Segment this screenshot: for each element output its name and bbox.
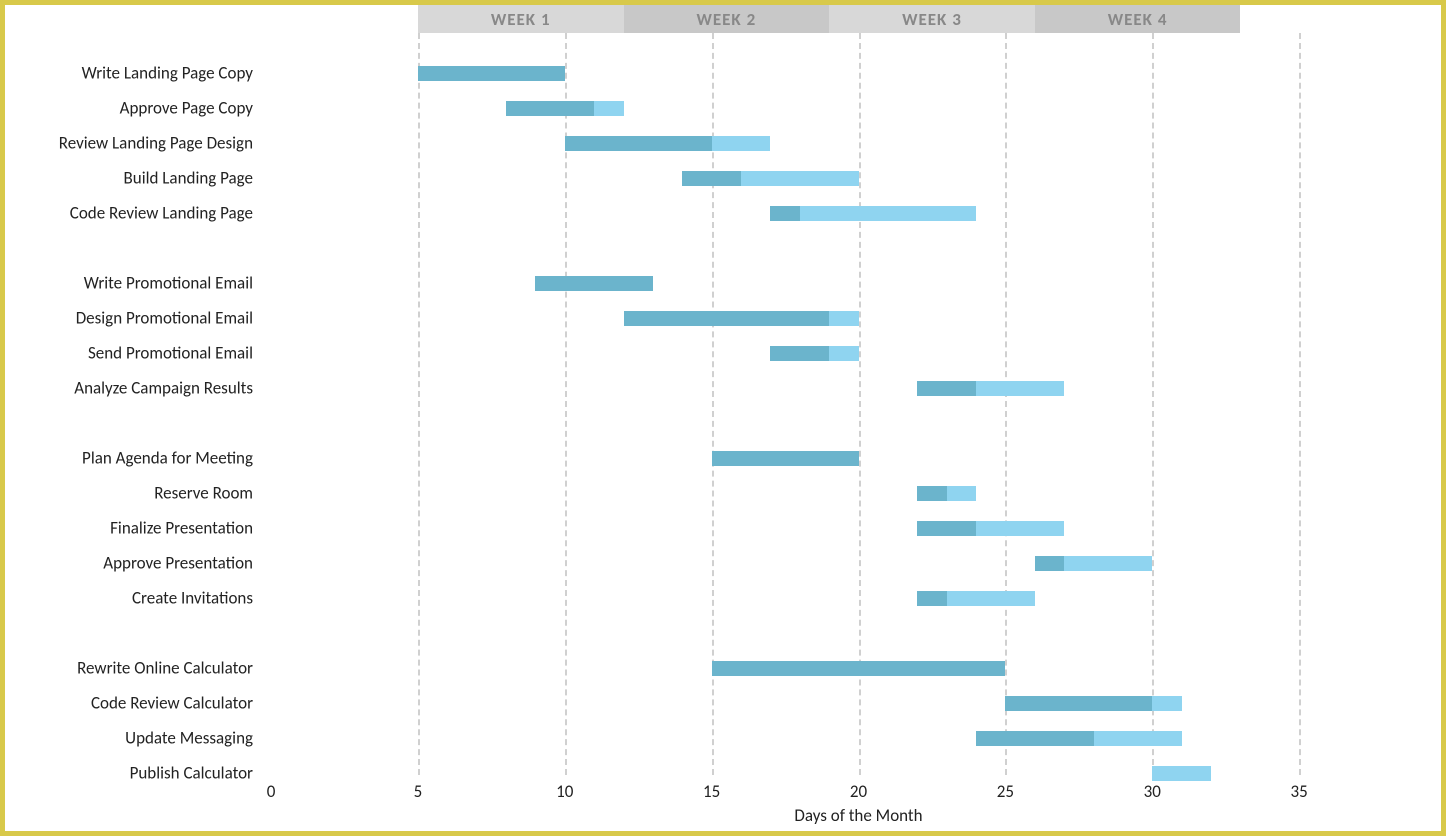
gantt-bar-primary: [535, 276, 653, 291]
gantt-bar-secondary: [829, 311, 858, 326]
gantt-bar-primary: [712, 661, 1006, 676]
gantt-bar-primary: [770, 206, 799, 221]
task-label: Finalize Presentation: [110, 518, 253, 539]
x-tick-label: 20: [850, 781, 867, 802]
task-label: Write Landing Page Copy: [82, 63, 253, 84]
gantt-bar-secondary: [594, 101, 623, 116]
gridline: [1005, 33, 1007, 775]
gantt-bar-secondary: [1152, 766, 1211, 781]
task-label: Approve Page Copy: [120, 98, 253, 119]
gantt-bar-secondary: [829, 346, 858, 361]
task-label: Code Review Calculator: [91, 693, 253, 714]
task-label: Update Messaging: [125, 728, 253, 749]
gantt-bar-primary: [712, 451, 859, 466]
gantt-bar-primary: [1005, 696, 1152, 711]
task-label: Rewrite Online Calculator: [77, 658, 253, 679]
gantt-bar-primary: [418, 66, 565, 81]
gantt-bar-primary: [917, 381, 976, 396]
gantt-bar-primary: [624, 311, 830, 326]
task-label: Analyze Campaign Results: [74, 378, 253, 399]
x-tick-label: 30: [1144, 781, 1161, 802]
gridline: [1152, 33, 1154, 775]
gantt-bar-secondary: [947, 486, 976, 501]
task-label: Send Promotional Email: [88, 343, 253, 364]
gantt-bar-secondary: [741, 171, 859, 186]
x-tick-label: 25: [997, 781, 1014, 802]
gantt-bar-secondary: [1152, 696, 1181, 711]
gantt-bar-secondary: [712, 136, 771, 151]
task-label: Publish Calculator: [130, 763, 253, 784]
x-tick-label: 35: [1291, 781, 1308, 802]
gantt-chart-frame: Days of the Month WEEK 1WEEK 2WEEK 3WEEK…: [0, 0, 1446, 836]
x-tick-label: 5: [414, 781, 423, 802]
task-label: Build Landing Page: [124, 168, 253, 189]
gantt-bar-secondary: [976, 521, 1064, 536]
task-label: Code Review Landing Page: [70, 203, 253, 224]
gantt-bar-secondary: [976, 381, 1064, 396]
task-label: Approve Presentation: [103, 553, 253, 574]
week-header-4: WEEK 4: [1035, 5, 1241, 33]
gantt-bar-primary: [770, 346, 829, 361]
gantt-bar-secondary: [1094, 731, 1182, 746]
task-label: Write Promotional Email: [84, 273, 253, 294]
x-tick-label: 0: [267, 781, 276, 802]
gantt-bar-primary: [917, 591, 946, 606]
task-label: Design Promotional Email: [76, 308, 253, 329]
x-tick-label: 15: [703, 781, 720, 802]
gantt-bar-secondary: [1064, 556, 1152, 571]
task-label: Review Landing Page Design: [59, 133, 253, 154]
gantt-bar-primary: [917, 486, 946, 501]
gantt-bar-secondary: [947, 591, 1035, 606]
gantt-bar-primary: [682, 171, 741, 186]
gridline: [1299, 33, 1301, 775]
gantt-bar-primary: [1035, 556, 1064, 571]
gantt-bar-primary: [565, 136, 712, 151]
week-header-1: WEEK 1: [418, 5, 624, 33]
gridline: [418, 33, 420, 775]
gantt-bar-primary: [976, 731, 1094, 746]
gantt-bar-primary: [506, 101, 594, 116]
task-label: Create Invitations: [132, 588, 253, 609]
x-tick-label: 10: [556, 781, 573, 802]
week-header-3: WEEK 3: [829, 5, 1035, 33]
task-label: Reserve Room: [154, 483, 253, 504]
gantt-bar-primary: [917, 521, 976, 536]
gantt-bar-secondary: [800, 206, 976, 221]
task-label: Plan Agenda for Meeting: [82, 448, 253, 469]
x-axis-title: Days of the Month: [271, 805, 1446, 826]
week-header-2: WEEK 2: [624, 5, 830, 33]
plot-area: [271, 33, 1446, 775]
